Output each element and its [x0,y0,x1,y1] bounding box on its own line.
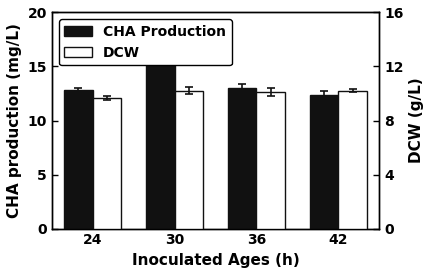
Bar [92,98,121,229]
Bar [309,95,338,229]
Bar [174,91,203,229]
Bar [146,54,174,229]
Y-axis label: CHA production (mg/L): CHA production (mg/L) [7,23,22,218]
X-axis label: Inoculated Ages (h): Inoculated Ages (h) [131,253,299,268]
Bar [64,90,92,229]
Legend: CHA Production, DCW: CHA Production, DCW [58,20,231,65]
Bar [227,88,256,229]
Bar [256,92,284,229]
Bar [338,91,366,229]
Y-axis label: DCW (g/L): DCW (g/L) [408,78,423,163]
